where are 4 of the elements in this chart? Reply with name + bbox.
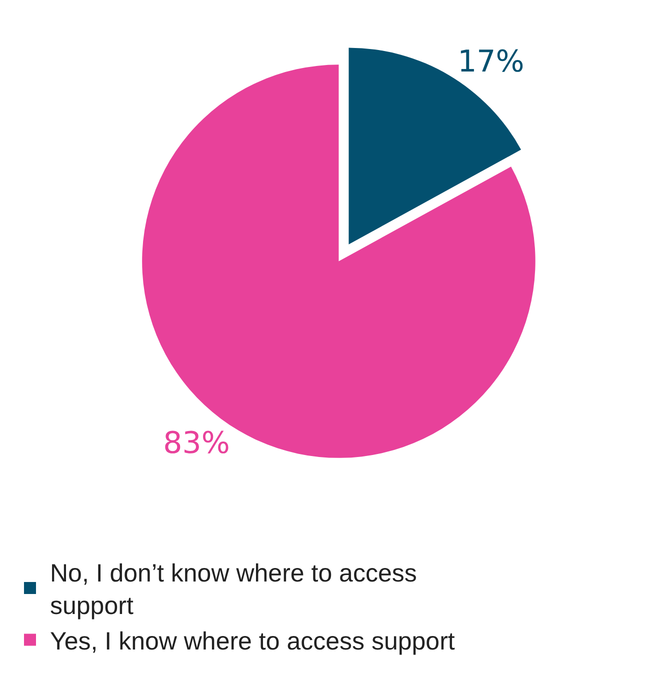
legend-label: No, I don’t know where to access support [50, 560, 417, 620]
legend-label: Yes, I know where to access support [50, 628, 455, 656]
data-label: 17% [458, 44, 524, 80]
data-label: 83% [163, 426, 230, 462]
